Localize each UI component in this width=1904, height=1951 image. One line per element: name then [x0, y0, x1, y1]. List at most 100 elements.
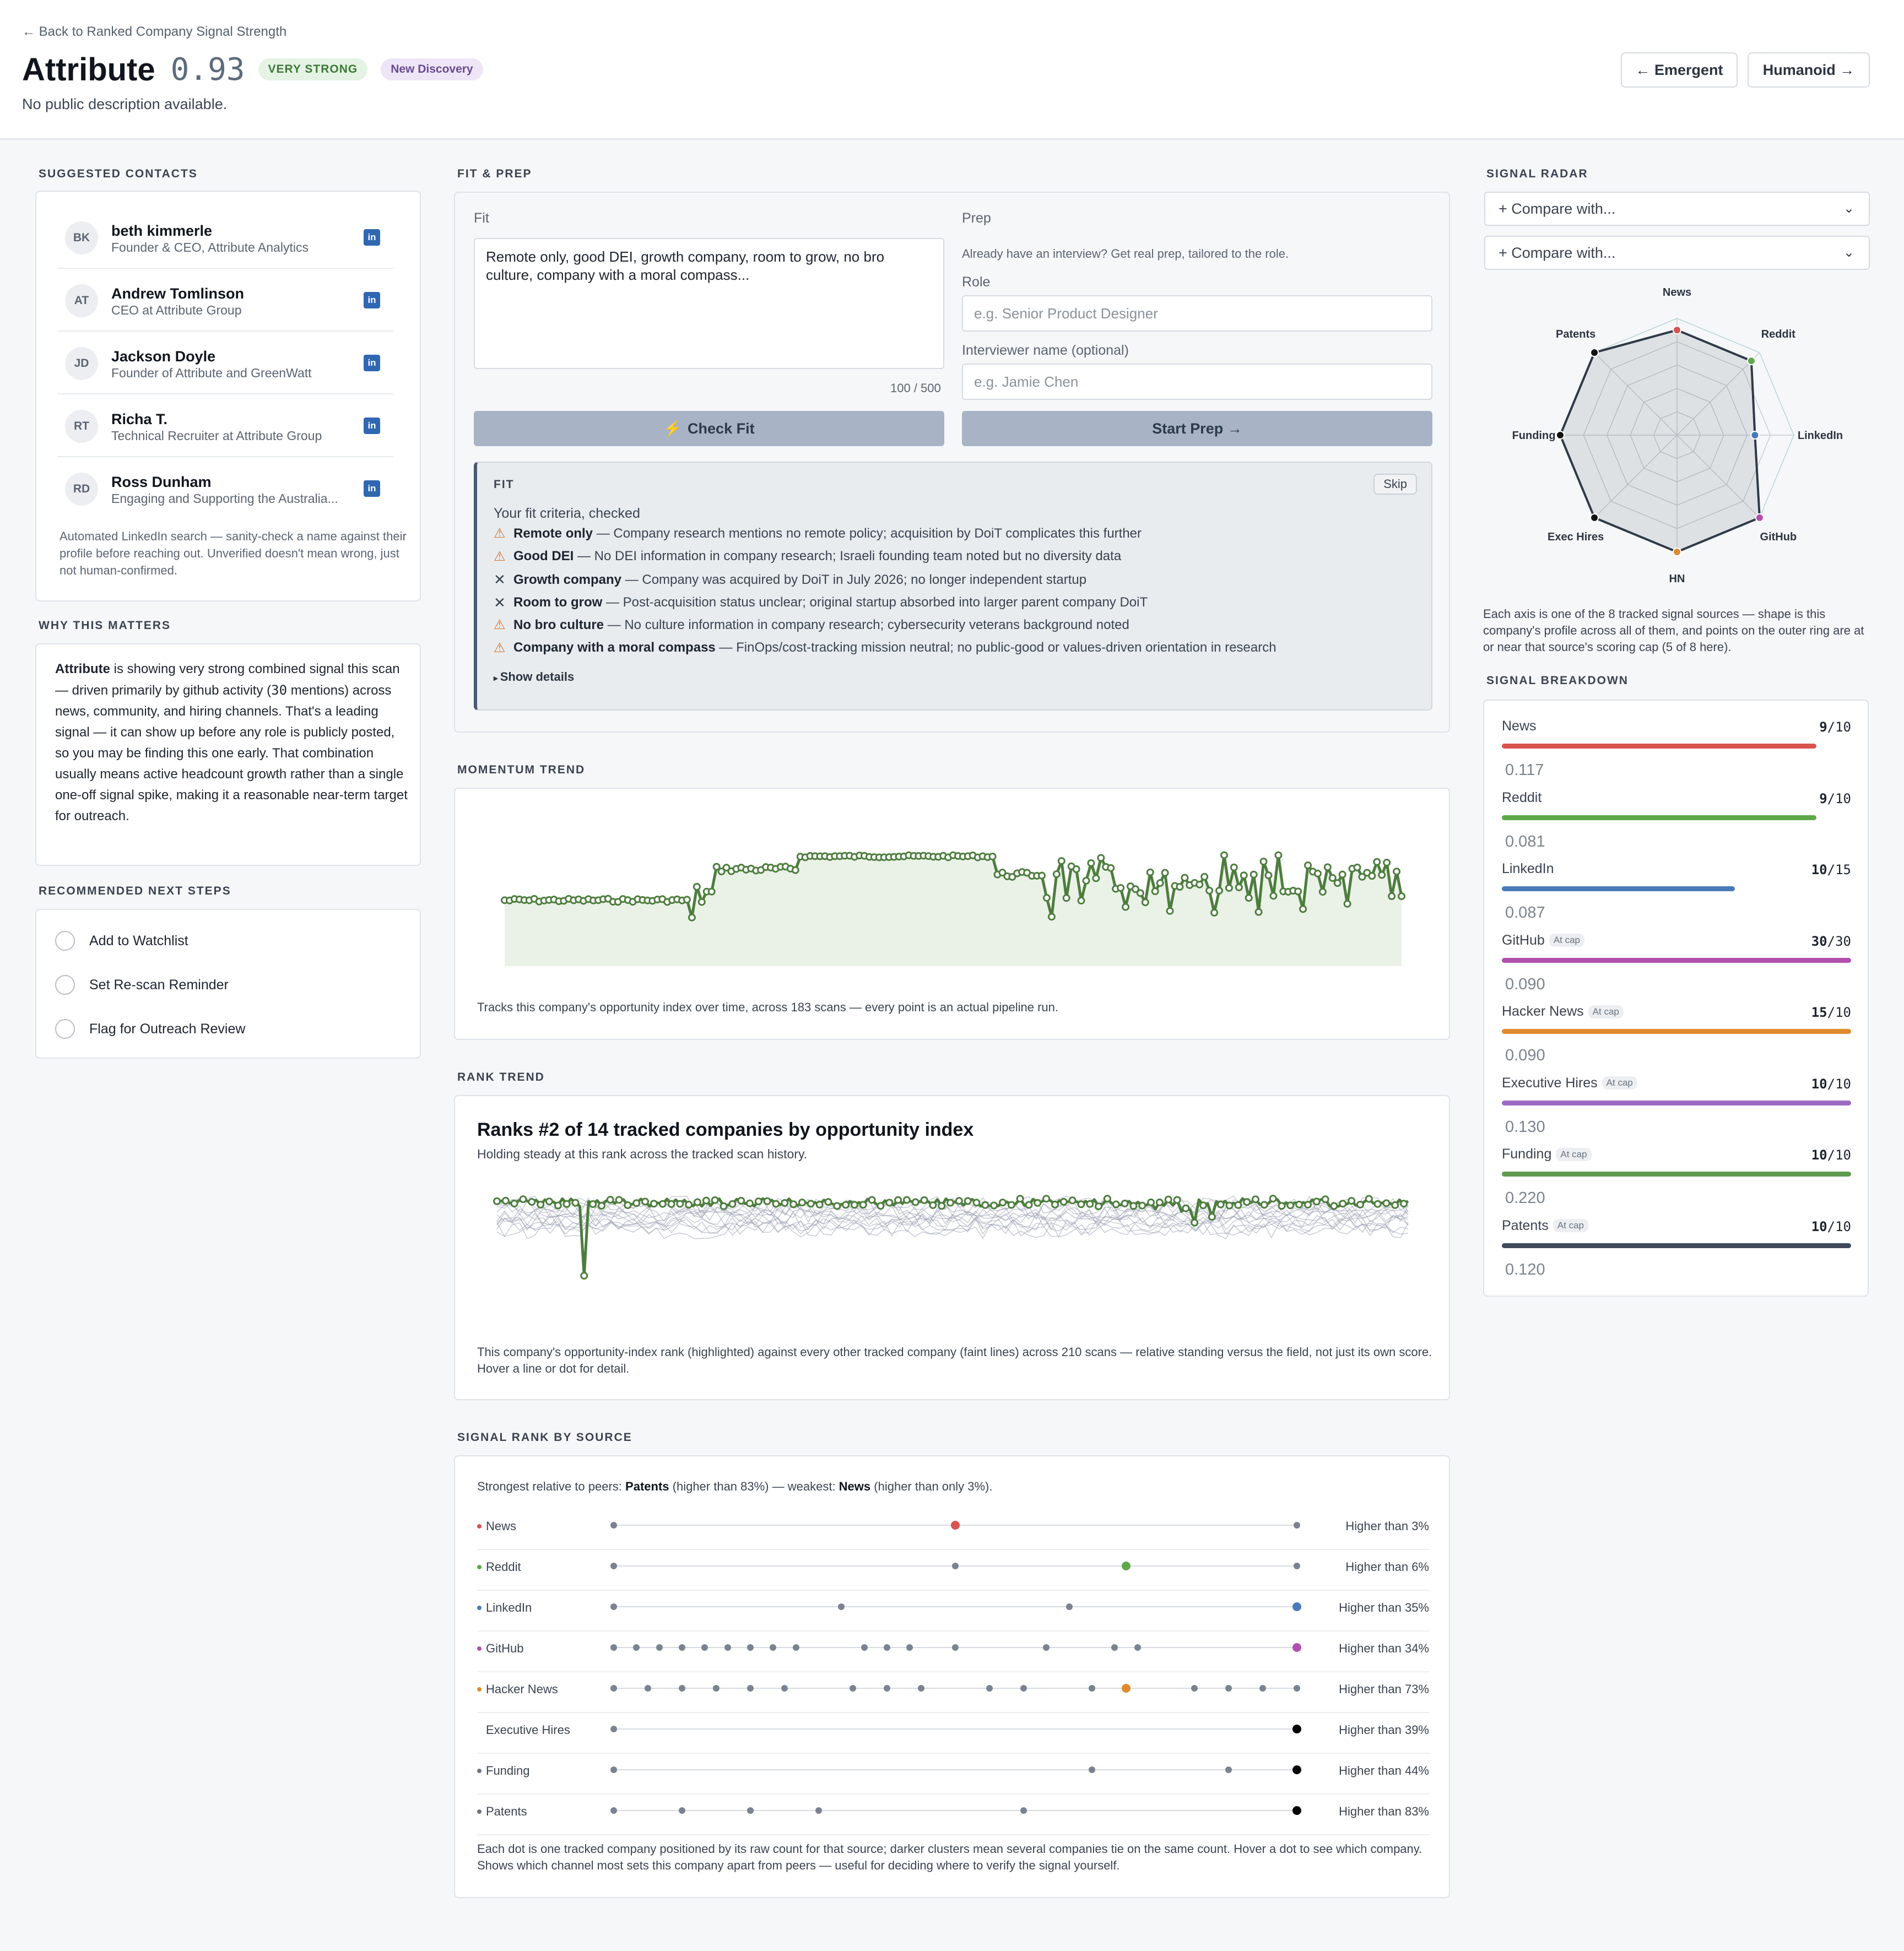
rank-point[interactable]	[1173, 1196, 1181, 1204]
peer-dot[interactable]	[679, 1807, 685, 1814]
momentum-point[interactable]	[1220, 851, 1228, 859]
momentum-point[interactable]	[1373, 858, 1381, 866]
rank-point[interactable]	[1348, 1197, 1356, 1205]
momentum-point[interactable]	[1343, 899, 1351, 908]
momentum-point[interactable]	[1038, 871, 1046, 880]
momentum-point[interactable]	[1146, 868, 1154, 876]
momentum-point[interactable]	[1338, 870, 1346, 879]
momentum-point[interactable]	[688, 913, 696, 922]
rank-point[interactable]	[493, 1197, 501, 1205]
momentum-point[interactable]	[1072, 865, 1080, 873]
rank-point[interactable]	[789, 1200, 798, 1208]
momentum-point[interactable]	[697, 898, 706, 906]
peer-dot[interactable]	[1020, 1685, 1027, 1692]
rank-point[interactable]	[1303, 1201, 1312, 1209]
momentum-point[interactable]	[1318, 888, 1327, 896]
rank-point[interactable]	[667, 1200, 675, 1208]
momentum-point[interactable]	[1117, 884, 1125, 892]
momentum-point[interactable]	[1097, 854, 1105, 862]
momentum-point[interactable]	[1052, 870, 1061, 879]
momentum-point[interactable]	[1250, 870, 1258, 879]
peer-dot[interactable]	[747, 1807, 754, 1814]
linkedin-icon[interactable]: in	[364, 480, 380, 497]
momentum-point[interactable]	[712, 863, 721, 871]
momentum-point[interactable]	[1398, 892, 1405, 901]
rank-point[interactable]	[798, 1199, 806, 1207]
rank-point[interactable]	[990, 1201, 998, 1210]
peer-dot[interactable]	[1111, 1644, 1118, 1651]
rank-point[interactable]	[946, 1199, 955, 1207]
peer-rank-line[interactable]	[496, 1220, 1409, 1237]
momentum-point[interactable]	[1269, 892, 1278, 900]
company-dot[interactable]	[1292, 1765, 1301, 1774]
rank-point[interactable]	[1252, 1195, 1260, 1204]
peer-dot[interactable]	[837, 1603, 845, 1610]
rank-point[interactable]	[877, 1202, 885, 1210]
peer-dot[interactable]	[747, 1685, 754, 1692]
momentum-point[interactable]	[1388, 892, 1396, 901]
company-dot[interactable]	[951, 1521, 960, 1530]
radar-point[interactable]	[1746, 356, 1756, 366]
rank-point[interactable]	[589, 1200, 597, 1208]
peer-rank-line[interactable]	[496, 1197, 1409, 1216]
rank-point[interactable]	[1365, 1195, 1373, 1203]
rank-point[interactable]	[929, 1201, 937, 1209]
rank-point[interactable]	[676, 1200, 684, 1208]
peer-dot[interactable]	[1294, 1563, 1300, 1569]
peer-dot[interactable]	[1066, 1603, 1073, 1610]
peer-dot[interactable]	[1134, 1644, 1142, 1651]
rank-point[interactable]	[1121, 1199, 1129, 1207]
peer-dot[interactable]	[610, 1522, 617, 1529]
peer-dot[interactable]	[610, 1563, 617, 1569]
peer-dot[interactable]	[884, 1644, 890, 1651]
rank-point[interactable]	[1286, 1201, 1295, 1210]
momentum-point[interactable]	[1368, 872, 1376, 880]
linkedin-icon[interactable]: in	[364, 229, 380, 246]
company-dot[interactable]	[1122, 1684, 1130, 1693]
momentum-point[interactable]	[1062, 894, 1070, 902]
rank-point[interactable]	[554, 1201, 562, 1210]
contact-row[interactable]: JD Jackson Doyle Founder of Attribute and …	[57, 332, 393, 394]
momentum-point[interactable]	[707, 887, 716, 896]
radar-point[interactable]	[1673, 548, 1681, 556]
momentum-point[interactable]	[1235, 884, 1243, 892]
momentum-point[interactable]	[791, 866, 799, 874]
peer-dot[interactable]	[610, 1807, 617, 1814]
momentum-point[interactable]	[1205, 886, 1214, 895]
rank-point[interactable]	[868, 1196, 876, 1204]
rank-point[interactable]	[1269, 1195, 1277, 1203]
momentum-point[interactable]	[1122, 903, 1130, 911]
rank-point[interactable]	[1260, 1201, 1268, 1209]
peer-rank-line[interactable]	[496, 1217, 1409, 1235]
peer-dot[interactable]	[850, 1685, 856, 1692]
next-step-item[interactable]: Set Re-scan Reminder	[55, 974, 229, 996]
company-dot[interactable]	[1292, 1725, 1301, 1733]
rank-point[interactable]	[781, 1199, 789, 1207]
next-company-button[interactable]: Humanoid →	[1748, 52, 1870, 88]
momentum-point[interactable]	[1176, 883, 1184, 891]
peer-dot[interactable]	[1020, 1807, 1027, 1814]
momentum-point[interactable]	[1240, 871, 1248, 880]
momentum-point[interactable]	[1313, 869, 1322, 877]
rank-point[interactable]	[824, 1198, 832, 1206]
prev-company-button[interactable]: ← Emergent	[1621, 52, 1738, 88]
momentum-point[interactable]	[693, 882, 701, 891]
rank-point[interactable]	[1059, 1197, 1068, 1206]
peer-dot[interactable]	[769, 1644, 776, 1651]
rank-point[interactable]	[1400, 1200, 1408, 1208]
peer-dot[interactable]	[645, 1685, 651, 1692]
rank-point[interactable]	[501, 1196, 510, 1205]
rank-point[interactable]	[842, 1201, 850, 1209]
momentum-point[interactable]	[1304, 861, 1312, 869]
momentum-point[interactable]	[1008, 872, 1016, 881]
rank-point[interactable]	[624, 1201, 632, 1209]
rank-point[interactable]	[1077, 1200, 1085, 1208]
rank-point[interactable]	[1234, 1201, 1242, 1209]
peer-dot[interactable]	[747, 1644, 754, 1651]
rank-point[interactable]	[1321, 1195, 1329, 1204]
rank-point[interactable]	[632, 1199, 641, 1207]
company-dot[interactable]	[1292, 1806, 1301, 1815]
momentum-point[interactable]	[1196, 880, 1204, 888]
rank-point[interactable]	[606, 1196, 614, 1204]
rank-point[interactable]	[711, 1196, 719, 1204]
